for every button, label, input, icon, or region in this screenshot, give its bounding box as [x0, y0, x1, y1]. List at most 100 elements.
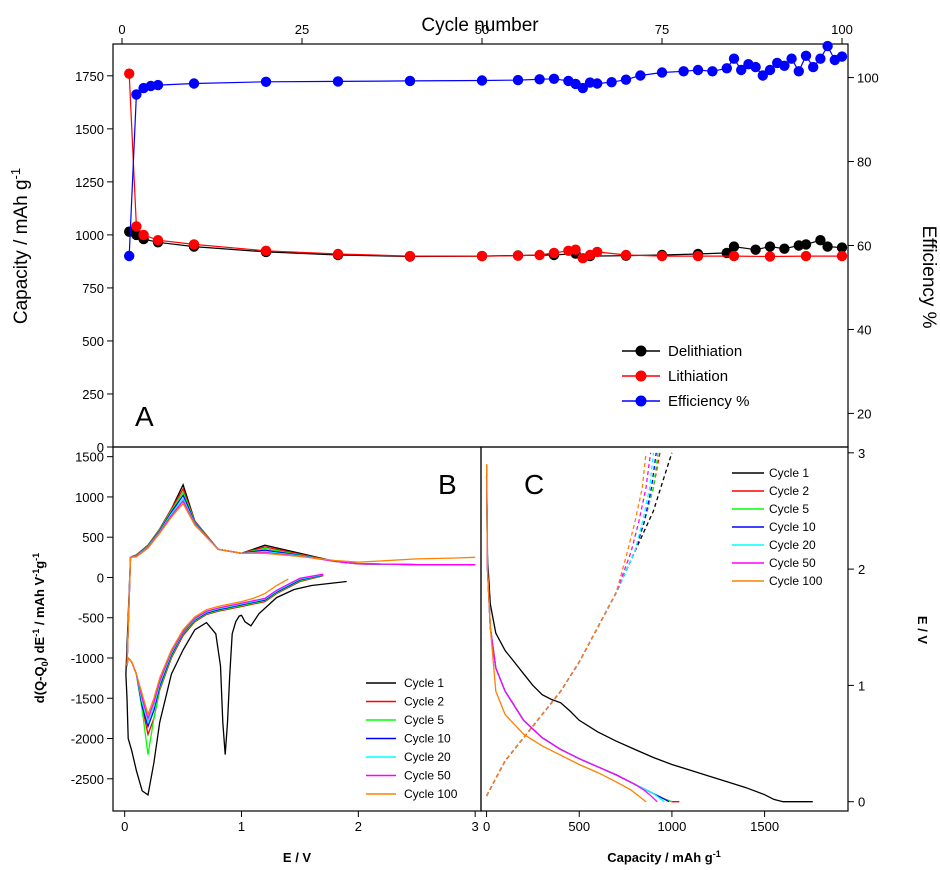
panel-a-series-lithiation [124, 68, 848, 264]
panel-a-data-point [836, 250, 848, 262]
panel-a-ytick-right-label: 20 [857, 406, 871, 421]
panel-a-data-point [188, 78, 200, 89]
panel-b-ytick-label: -1000 [71, 651, 104, 666]
panel-a-data-point [800, 250, 812, 262]
panel-a-data-point [800, 239, 812, 250]
panel-a: 0 25 50 75 100025050075010001250150017502040… [75, 22, 879, 455]
panel-c-xtick-label: 500 [568, 819, 590, 834]
panel-c-delithiation-cycle-2 [486, 452, 661, 797]
panel-c-xtick-label: 1500 [750, 819, 779, 834]
panel-a-data-point [332, 248, 344, 260]
panel-a-data-point [721, 63, 732, 74]
panel-a-data-point [635, 70, 646, 81]
panel-a-data-point [764, 251, 776, 262]
panel-a-data-point [707, 66, 718, 77]
panel-b-ytick-label: 1500 [75, 450, 104, 465]
panel-a-ytick-right-label: 100 [857, 71, 879, 86]
panel-a-series-efficiency [124, 40, 848, 262]
panel-a-data-point [592, 246, 603, 258]
panel-b-legend: Cycle 1 Cycle 2 Cycle 5 Cycle 10 Cycle 20 Cyc… [366, 676, 458, 801]
panel-b-ytick-label: -500 [78, 611, 104, 626]
panel-a-data-point [260, 76, 272, 88]
panel-a-data-point [779, 60, 790, 71]
panel-a-data-point [764, 64, 776, 76]
legend-entry-label: Efficiency % [668, 393, 749, 410]
panel-a-data-point [512, 250, 524, 261]
panel-c-lithiation-cycle-2 [485, 476, 680, 803]
panel-c-delithiation-cycle-50 [486, 452, 652, 797]
panel-a-data-point [548, 247, 560, 259]
panel-a-data-point [750, 244, 761, 255]
legend-entry-label: Cycle 10 [404, 732, 451, 746]
panel-c-xtick-label: 1000 [657, 819, 686, 834]
panel-c-ytick-label: 1 [858, 678, 865, 693]
panel-a-label: A [135, 401, 154, 432]
legend-entry-label: Cycle 20 [404, 750, 451, 764]
panel-b-xtick-label: 2 [355, 819, 362, 834]
panel-c-delithiation-cycle-5 [486, 452, 659, 797]
legend-entry-label: Cycle 1 [404, 676, 444, 690]
panel-a-data-point [606, 77, 617, 88]
panel-c-lithiation-cycle-20 [485, 476, 665, 803]
panel-a-ytick-right-label: 80 [857, 155, 871, 170]
panel-a-ylabel-left: Capacity / mAh g-1 [8, 168, 32, 324]
panel-a-data-point [620, 249, 632, 261]
panel-a-data-point [822, 40, 833, 52]
panel-a-data-point [592, 78, 603, 89]
panel-a-data-point [656, 250, 668, 262]
panel-b-label: B [438, 469, 457, 500]
panel-c-ytick-label: 2 [858, 562, 865, 577]
panel-a-data-point [131, 89, 142, 100]
panel-a-data-point [138, 229, 149, 241]
panel-a-ytick-left-label: 750 [82, 281, 104, 296]
legend-entry-label: Cycle 5 [769, 502, 809, 516]
panel-c-ytick-label: 0 [858, 795, 865, 810]
legend-entry-label: Delithiation [668, 343, 742, 360]
panel-b-xtick-label: 0 [121, 819, 128, 834]
legend-entry-label: Cycle 1 [769, 466, 809, 480]
panel-a-ytick-left-label: 0 [97, 440, 104, 455]
panel-a-ytick-left-label: 1250 [75, 175, 104, 190]
panel-a-data-point [188, 239, 200, 250]
panel-a-data-point [836, 242, 848, 253]
panel-a-ytick-left-label: 1750 [75, 69, 104, 84]
legend-entry-label: Lithiation [668, 368, 728, 385]
panel-a-ylabel-right: Efficiency % [918, 225, 939, 328]
panel-a-xtick-label: 75 [655, 22, 669, 37]
panel-a-data-point [808, 61, 819, 73]
panel-c-legend: Cycle 1 Cycle 2 Cycle 5 Cycle 10 Cycle 20 Cyc… [732, 466, 823, 588]
panel-a-data-point [152, 235, 164, 246]
legend-entry-label: Cycle 10 [769, 520, 816, 534]
panel-a-data-point [260, 245, 272, 256]
panel-a-data-point [815, 53, 826, 64]
panel-b-ytick-label: -1500 [71, 691, 104, 706]
panel-a-data-point [656, 67, 668, 78]
panel-a-xtick-label: 25 [295, 22, 309, 37]
panel-b-ytick-label: -2000 [71, 732, 104, 747]
panel-c-frame [480, 446, 849, 812]
panel-c-xlabel: Capacity / mAh g-1 [607, 849, 720, 865]
legend-entry-label: Cycle 100 [769, 574, 823, 588]
panel-a-data-point [548, 73, 560, 85]
panel-a-data-point [534, 249, 545, 261]
panel-a-data-point [757, 70, 768, 81]
panel-a-data-point [750, 61, 761, 73]
panel-a-data-point [692, 64, 704, 76]
panel-a-legend: Delithiation Lithiation Efficiency % [622, 343, 749, 410]
panel-a-data-point [728, 53, 740, 64]
panel-a-xlabel: Cycle number [421, 15, 539, 36]
panel-c-delithiation-cycle-20 [486, 452, 655, 797]
panel-a-ytick-left-label: 1000 [75, 228, 104, 243]
panel-a-data-point [779, 243, 790, 254]
panel-c-lithiation-cycle-1 [485, 464, 813, 803]
panel-a-data-point [332, 76, 344, 87]
panel-a-data-point [678, 66, 689, 77]
panel-c-label: C [524, 469, 544, 500]
legend-entry-label: Cycle 50 [769, 556, 816, 570]
panel-a-data-point [620, 74, 632, 85]
panel-a-data-point [800, 50, 812, 61]
panel-c-delithiation-cycle-10 [486, 452, 657, 797]
panel-a-ytick-left-label: 500 [82, 334, 104, 349]
